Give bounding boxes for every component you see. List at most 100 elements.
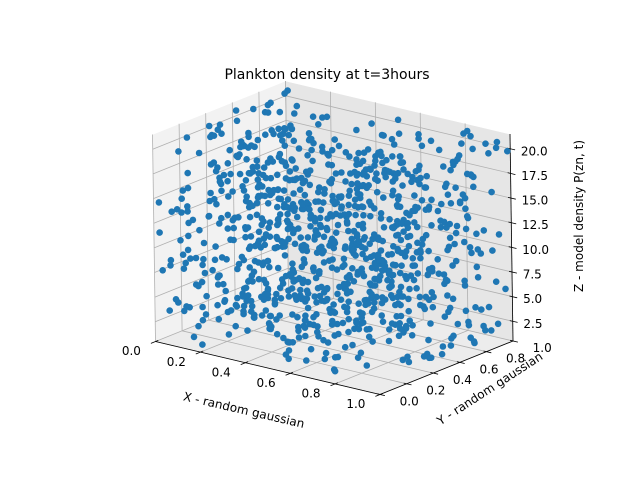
scatter-point [445, 308, 452, 316]
scatter-point [234, 153, 242, 161]
scatter-point [225, 193, 232, 200]
scatter-point [281, 252, 289, 259]
scatter-point [370, 231, 378, 238]
scatter-point [438, 200, 445, 208]
scatter-point [318, 283, 325, 291]
scatter-point [301, 259, 308, 267]
scatter-point [299, 179, 307, 187]
scatter-point [395, 300, 402, 307]
scatter-point [404, 353, 411, 361]
scatter-point [470, 183, 477, 191]
scatter-point [405, 307, 413, 315]
scatter-point [320, 336, 327, 344]
scatter-point [310, 264, 317, 271]
scatter-point [167, 262, 174, 269]
scatter-point [290, 277, 297, 285]
scatter-point [394, 116, 402, 124]
scatter-point [371, 175, 379, 183]
scatter-point [504, 147, 511, 155]
scatter-point [303, 357, 310, 364]
scatter-point [262, 307, 270, 314]
y-tick [430, 372, 439, 375]
z-tick [509, 270, 517, 274]
scatter-point [289, 311, 296, 318]
scatter-point [184, 208, 191, 215]
scatter-point [232, 322, 239, 330]
scatter-point [254, 194, 262, 201]
scatter-point [389, 261, 397, 269]
scatter-point [396, 203, 404, 211]
scatter-point [425, 336, 432, 344]
scatter-point [337, 212, 344, 219]
scatter-point [401, 253, 409, 260]
scatter-point [346, 274, 354, 282]
scatter-point [435, 146, 443, 154]
scatter-point [377, 272, 384, 280]
scatter-point [454, 155, 461, 163]
scatter-point [311, 218, 319, 225]
y-tick-label: 1.0 [533, 341, 552, 355]
scatter-point [315, 333, 322, 340]
scatter-point [308, 135, 315, 143]
scatter-point [472, 304, 479, 311]
scatter-point [463, 170, 471, 178]
scatter-point [439, 343, 447, 350]
scatter-point [261, 241, 269, 249]
scatter-point [488, 327, 495, 334]
scatter-point [335, 142, 343, 150]
scatter-point [202, 311, 210, 318]
scatter-point [229, 188, 236, 195]
scatter-point [230, 236, 237, 244]
scatter-point [330, 197, 338, 205]
scatter-point [428, 222, 435, 229]
scatter-point [325, 152, 332, 159]
scatter-point [239, 183, 246, 190]
scatter-point [276, 108, 284, 116]
scatter-point [442, 276, 450, 284]
scatter-point [275, 195, 283, 202]
scatter-point [206, 197, 213, 205]
grid-z-side [154, 218, 288, 273]
scatter-point [294, 313, 301, 321]
scatter-point [276, 312, 284, 319]
z-tick-label: 10.0 [522, 243, 549, 257]
scatter-point [390, 224, 397, 232]
scatter-point [384, 276, 391, 284]
scatter-point [260, 164, 268, 171]
scatter-point [355, 149, 362, 157]
scatter-point [413, 285, 420, 292]
scatter-point [223, 255, 230, 263]
scatter-point [246, 264, 253, 271]
scatter-point [474, 274, 482, 281]
scatter-point [205, 122, 213, 130]
scatter-point [366, 325, 373, 333]
scatter-point [267, 174, 275, 182]
grid-z-side [152, 120, 287, 175]
scatter-point [359, 319, 367, 326]
scatter-point [362, 301, 369, 309]
z-tick [509, 295, 518, 299]
scatter-point [359, 220, 367, 228]
scatter-point [239, 293, 247, 300]
x-tick-label: 0.6 [257, 376, 276, 390]
scatter-point [402, 322, 410, 330]
scatter-point [186, 304, 193, 311]
scatter-point [304, 152, 311, 159]
scatter-point [155, 199, 163, 206]
scatter-point [254, 136, 262, 144]
z-tick [508, 246, 517, 249]
scatter-point [421, 184, 429, 191]
z-tick-label: 12.5 [522, 218, 549, 232]
scatter-point [275, 220, 282, 227]
z-tick [507, 197, 516, 200]
scatter-point [292, 165, 300, 172]
scatter-point [329, 317, 336, 325]
scatter-point [293, 102, 301, 110]
scatter-point [493, 138, 501, 146]
scatter-point [320, 247, 327, 255]
scatter-point [353, 319, 360, 326]
scatter-point [224, 177, 231, 185]
scatter-point [181, 307, 188, 315]
scatter-point [290, 190, 297, 197]
scatter-point [201, 269, 209, 277]
